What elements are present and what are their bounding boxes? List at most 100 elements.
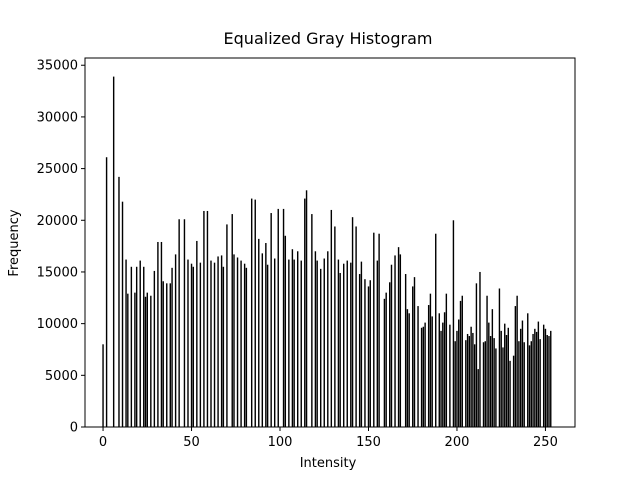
bar	[169, 283, 172, 427]
y-tick-label: 0	[70, 421, 78, 436]
bar	[174, 254, 177, 427]
bar	[206, 210, 209, 427]
bar	[438, 313, 440, 427]
bar	[135, 266, 138, 427]
bar	[291, 249, 294, 427]
bar	[504, 323, 506, 427]
bar	[514, 306, 517, 427]
bar	[270, 213, 272, 427]
bar	[408, 313, 410, 427]
bar	[376, 260, 379, 427]
bar	[127, 293, 129, 427]
bar	[327, 251, 329, 427]
bar	[266, 264, 269, 427]
bar	[293, 259, 295, 427]
bar	[489, 336, 492, 427]
bar	[121, 201, 124, 427]
y-tick-label: 30000	[37, 110, 78, 125]
bar	[254, 199, 256, 427]
bar	[355, 226, 357, 427]
bar	[203, 210, 205, 427]
bar	[316, 260, 318, 427]
bar	[473, 344, 476, 427]
bar	[443, 312, 446, 427]
bar	[226, 224, 228, 427]
bar	[383, 298, 386, 427]
bar	[250, 198, 253, 427]
bar	[261, 253, 264, 427]
bar	[535, 331, 538, 427]
bar	[314, 251, 317, 427]
bar	[288, 259, 290, 427]
bar	[282, 208, 285, 427]
x-axis-label: Intensity	[300, 456, 357, 471]
bar	[512, 355, 515, 427]
bar	[518, 341, 520, 427]
bar	[199, 262, 202, 427]
bar	[160, 241, 163, 427]
x-tick-label: 250	[533, 435, 558, 450]
bar	[144, 296, 147, 427]
bar	[486, 295, 488, 427]
bar	[422, 326, 425, 427]
bar	[190, 263, 193, 427]
bar	[258, 238, 260, 427]
bar	[458, 319, 460, 427]
bar	[472, 332, 474, 427]
bar	[320, 268, 322, 427]
bar	[367, 286, 370, 427]
bar	[482, 342, 485, 427]
bar	[498, 288, 501, 427]
bar	[470, 326, 472, 427]
bar	[146, 292, 148, 427]
bar	[300, 260, 302, 427]
bar	[153, 270, 156, 427]
bar	[330, 209, 333, 427]
bar	[162, 281, 164, 427]
bar	[516, 295, 518, 427]
bar	[265, 243, 267, 427]
bar	[102, 344, 104, 427]
bar	[378, 233, 380, 427]
bar	[537, 321, 540, 427]
bar	[505, 335, 508, 427]
bar	[530, 341, 532, 427]
bar	[339, 272, 341, 427]
bar	[509, 360, 511, 427]
y-axis-label: Frequency	[7, 209, 22, 276]
bar	[534, 328, 536, 427]
bar	[412, 286, 414, 427]
y-tick-label: 20000	[37, 214, 78, 229]
x-tick-label: 0	[99, 435, 107, 450]
bar	[527, 313, 529, 427]
bar	[143, 266, 145, 427]
bar	[351, 217, 354, 427]
bar	[350, 262, 352, 427]
bar	[150, 295, 152, 427]
bar	[105, 157, 108, 427]
bar	[424, 322, 426, 427]
y-tick-label: 10000	[37, 317, 78, 332]
bar	[323, 258, 325, 427]
bar	[183, 219, 186, 427]
bar	[488, 322, 490, 427]
bar	[390, 264, 393, 427]
bar	[157, 241, 159, 427]
bar	[334, 226, 336, 427]
bar	[427, 305, 430, 427]
bar	[118, 176, 120, 427]
bar	[245, 267, 248, 427]
bar	[394, 255, 396, 427]
bar	[495, 348, 497, 427]
bar	[459, 300, 462, 427]
bar	[311, 214, 313, 427]
bar	[546, 335, 548, 427]
bar	[475, 283, 478, 427]
bar	[213, 262, 216, 427]
bar	[420, 327, 423, 427]
x-tick-label: 50	[183, 435, 200, 450]
bar	[440, 330, 442, 427]
bar	[399, 254, 402, 427]
bar	[346, 260, 348, 427]
